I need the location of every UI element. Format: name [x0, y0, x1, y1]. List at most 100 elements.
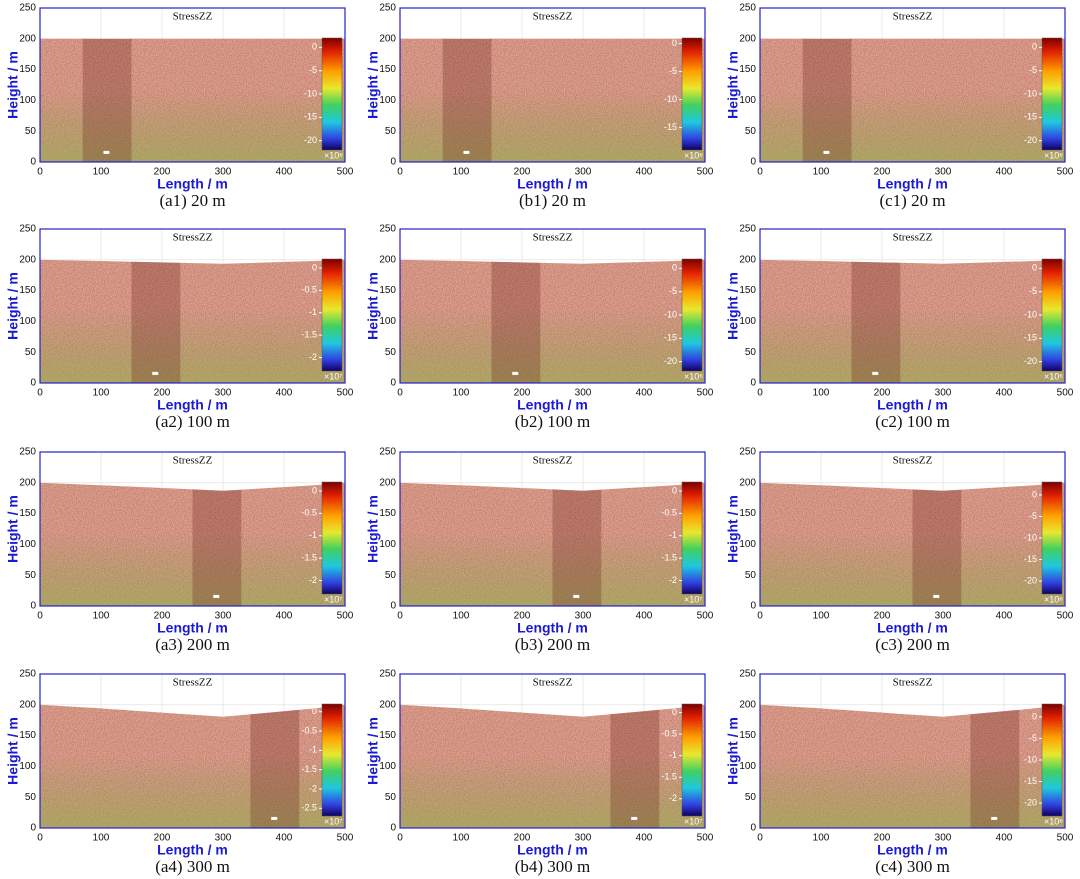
y-axis-label: Height / m: [5, 51, 21, 119]
colorbar-exponent: ×10⁷: [324, 371, 343, 381]
colorbar-tick-label: -2: [669, 575, 677, 585]
colorbar-tick-label: -5: [309, 65, 317, 75]
x-axis-label: Length / m: [517, 842, 588, 858]
green-zone: [760, 482, 1065, 606]
x-tick-label: 100: [813, 167, 830, 178]
plot-frame: [399, 228, 706, 384]
y-tick-label: 200: [739, 254, 756, 265]
y-tick-label: 200: [379, 477, 396, 488]
x-tick-label: 200: [514, 611, 531, 622]
x-tick-label: 0: [397, 167, 403, 178]
colorbar-tick-label: -0.5: [301, 508, 317, 518]
colorbar-tick-label: 0: [672, 38, 677, 48]
caption: (c1) 20 m: [879, 191, 945, 210]
colorbar: [321, 481, 343, 595]
y-tick-label: 150: [379, 508, 396, 519]
dig-zone: [442, 38, 492, 162]
x-tick-label: 400: [276, 833, 293, 844]
x-tick-label: 300: [575, 388, 592, 399]
colorbar-tick-label: -10: [1024, 754, 1037, 764]
dig-zone: [970, 704, 1020, 828]
y-tick-label: 200: [379, 33, 396, 44]
rock-mass: [400, 38, 705, 162]
x-tick-label: 200: [154, 388, 171, 399]
colorbar-tick-label: -0.5: [301, 725, 317, 735]
x-tick-label: 400: [996, 611, 1013, 622]
x-tick-label: 400: [276, 388, 293, 399]
colorbar-tick-label: -1.5: [661, 553, 677, 563]
opening: [933, 594, 940, 598]
x-axis-label: Length / m: [157, 620, 228, 636]
y-tick-label: 200: [19, 699, 36, 710]
colorbar-tick-label: 0: [1032, 711, 1037, 721]
y-tick-label: 50: [745, 570, 757, 581]
rock-mass: [400, 704, 705, 828]
colorbar-tick-label: 0: [312, 262, 317, 272]
plot-frame: [759, 7, 1066, 163]
colorbar-tick-label: -2: [669, 793, 677, 803]
x-tick-label: 200: [874, 388, 891, 399]
colorbar: [1041, 37, 1063, 151]
green-zone: [760, 259, 1065, 383]
y-tick-label: 250: [379, 3, 396, 14]
x-tick-label: 100: [813, 388, 830, 399]
dig-zone: [491, 259, 541, 383]
colorbar-exponent: ×10⁶: [324, 150, 343, 160]
y-tick-label: 150: [739, 508, 756, 519]
x-tick-label: 100: [453, 833, 470, 844]
opening: [152, 371, 159, 375]
y-tick-label: 250: [379, 224, 396, 235]
y-axis-label: Height / m: [5, 717, 21, 785]
y-tick-label: 100: [19, 539, 36, 550]
dig-zone: [552, 482, 602, 606]
y-tick-label: 50: [745, 347, 757, 358]
x-tick-label: 500: [1057, 167, 1074, 178]
y-tick-label: 150: [19, 64, 36, 75]
colorbar-tick-label: -0.5: [661, 729, 677, 739]
y-axis-label: Height / m: [5, 495, 21, 563]
panel-title: StressZZ: [173, 455, 213, 467]
x-tick-label: 0: [757, 611, 763, 622]
y-axis-label: Height / m: [365, 51, 381, 119]
x-tick-label: 400: [636, 833, 653, 844]
plot-frame: [759, 673, 1066, 829]
x-tick-label: 100: [813, 833, 830, 844]
y-tick-label: 250: [739, 669, 756, 680]
colorbar-tick-label: -1: [669, 530, 677, 540]
dig-zone: [192, 482, 242, 606]
opening: [823, 150, 830, 154]
dig-zone: [131, 259, 181, 383]
x-tick-label: 100: [453, 167, 470, 178]
colorbar-tick-label: -1.5: [301, 553, 317, 563]
colorbar-tick-label: -10: [1024, 88, 1037, 98]
y-tick-label: 100: [379, 761, 396, 772]
y-tick-label: 150: [739, 285, 756, 296]
plot-frame: [39, 673, 346, 829]
rock-mass: [400, 259, 705, 383]
dig-zone: [610, 704, 660, 828]
green-zone: [40, 482, 345, 606]
x-tick-label: 400: [996, 833, 1013, 844]
colorbar-tick-label: 0: [1032, 263, 1037, 273]
y-tick-label: 50: [25, 126, 37, 137]
y-axis-label: Height / m: [365, 272, 381, 340]
panel-title: StressZZ: [533, 11, 573, 23]
caption: (c4) 300 m: [875, 857, 950, 876]
opening: [872, 371, 879, 375]
colorbar-tick-label: -1.5: [661, 772, 677, 782]
x-tick-label: 300: [215, 167, 232, 178]
colorbar-tick-label: -10: [1024, 532, 1037, 542]
colorbar-tick-label: -1: [669, 750, 677, 760]
green-zone: [400, 38, 705, 162]
y-tick-label: 100: [739, 539, 756, 550]
y-tick-label: 100: [739, 95, 756, 106]
x-tick-label: 300: [215, 611, 232, 622]
panel: 0 100 200 300 400 500 0 50 100 150 200 250 StressZZ 0…: [725, 669, 1074, 876]
x-tick-label: 0: [37, 167, 43, 178]
x-axis-label: Length / m: [877, 176, 948, 192]
x-axis-label: Length / m: [877, 620, 948, 636]
y-tick-label: 200: [19, 33, 36, 44]
x-tick-label: 300: [575, 833, 592, 844]
panel-title: StressZZ: [893, 677, 933, 689]
